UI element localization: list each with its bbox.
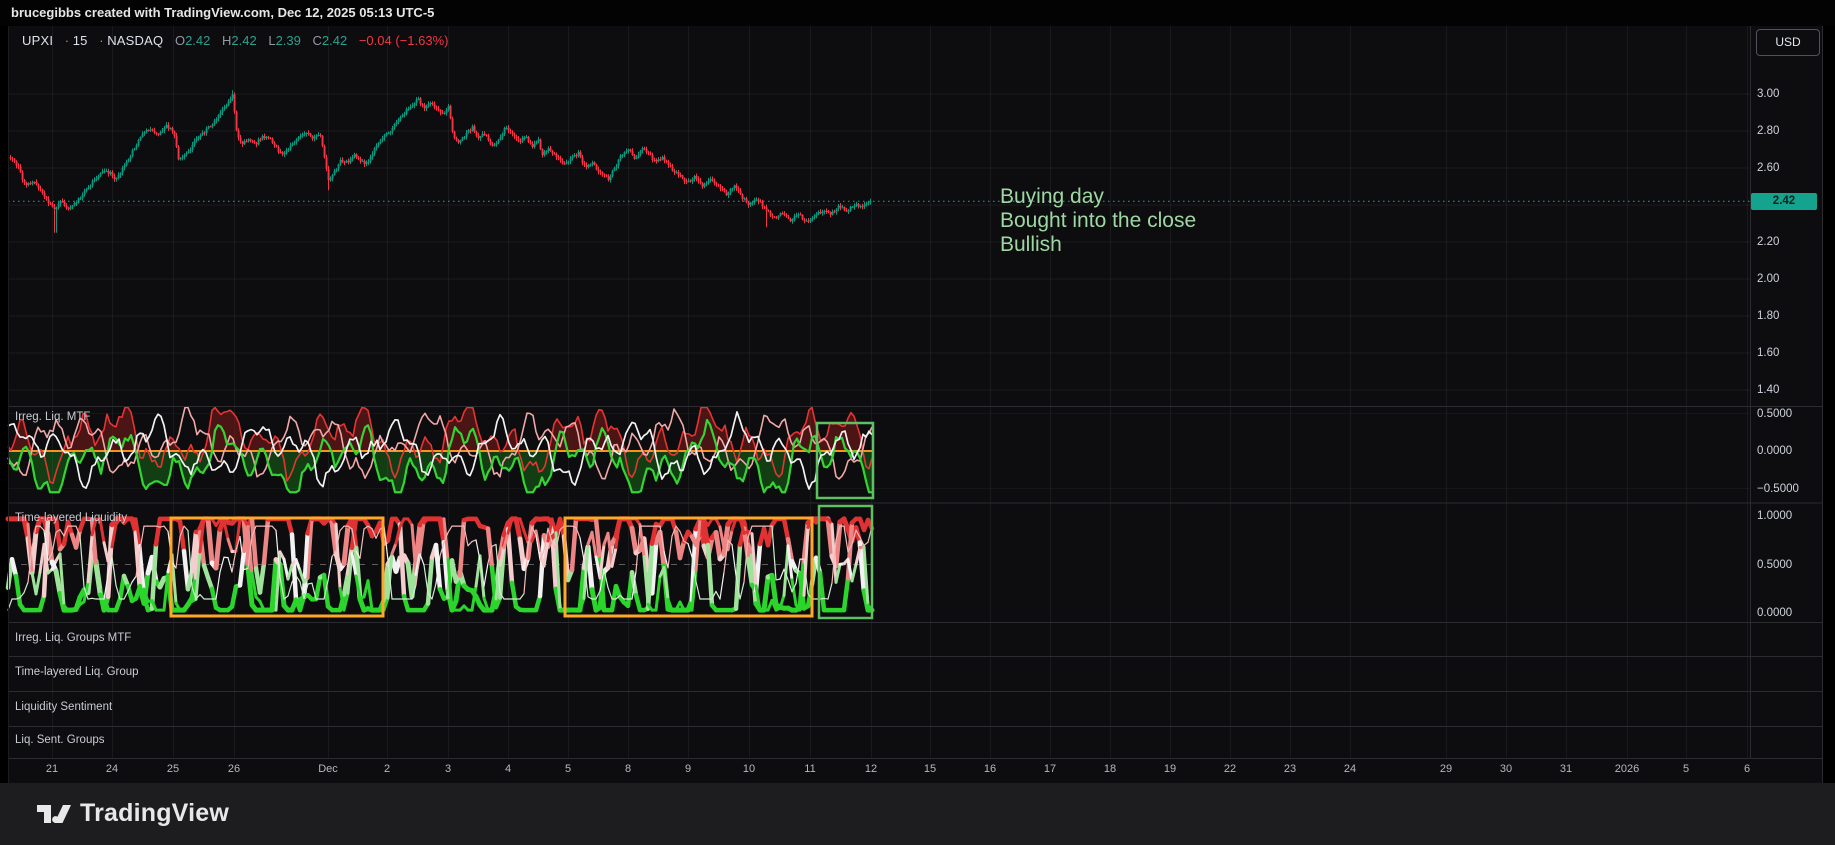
- pane-title-time-layered-liquidity[interactable]: Time-layered Liquidity: [15, 512, 128, 524]
- price-scale-label: 0.0000: [1757, 445, 1793, 457]
- time-axis-label: 26: [227, 763, 241, 775]
- price-scale-label: 0.0000: [1757, 607, 1793, 619]
- tradingview-logo-icon: [37, 804, 71, 823]
- time-axis-label: 4: [504, 763, 512, 775]
- time-axis-label: 10: [742, 763, 756, 775]
- price-scale-label: 1.60: [1757, 347, 1780, 359]
- high-label: H: [222, 33, 232, 48]
- close-value: 2.42: [321, 33, 348, 48]
- time-axis-label: 5: [1682, 763, 1690, 775]
- time-axis-label: 17: [1043, 763, 1057, 775]
- time-axis-label: 15: [923, 763, 937, 775]
- price-scale-label: 2.20: [1757, 236, 1780, 248]
- text-drawing-annotation[interactable]: Buying day Bought into the close Bullish: [1000, 185, 1196, 257]
- legend-separator: ·: [99, 33, 104, 48]
- open-label: O: [174, 33, 186, 48]
- tradingview-logo-text: TradingView: [80, 799, 230, 827]
- price-scale-label: 1.80: [1757, 310, 1780, 322]
- annotation-line: Bullish: [1000, 233, 1062, 256]
- time-axis-label: 23: [1283, 763, 1297, 775]
- pane-title-liq-sent-groups[interactable]: Liq. Sent. Groups: [15, 734, 105, 746]
- time-axis-label: 6: [1743, 763, 1751, 775]
- time-axis-label: 24: [1343, 763, 1357, 775]
- time-axis-label: 22: [1223, 763, 1237, 775]
- time-axis-label: 8: [624, 763, 632, 775]
- pane-title-time-layered-liq-group[interactable]: Time-layered Liq. Group: [15, 666, 139, 678]
- close-label: C: [312, 33, 322, 48]
- time-axis-label: 2: [383, 763, 391, 775]
- price-scale-label: 0.5000: [1757, 558, 1793, 571]
- symbol-exchange: NASDAQ: [107, 33, 164, 48]
- time-axis-label: 16: [983, 763, 997, 775]
- low-label: L: [268, 33, 276, 48]
- legend-separator: ·: [64, 33, 70, 48]
- symbol-legend[interactable]: UPXI · 15 · NASDAQ O2.42 H2.42 L2.39 C2.…: [22, 33, 448, 48]
- price-scale-label: 0.5000: [1757, 407, 1793, 420]
- time-axis-label: 25: [166, 763, 180, 775]
- pane-title-irreg-liq-groups-mtf[interactable]: Irreg. Liq. Groups MTF: [15, 632, 132, 644]
- low-value: 2.39: [275, 33, 301, 48]
- annotation-line: Buying day: [1000, 185, 1104, 208]
- time-axis-label: 30: [1499, 763, 1513, 775]
- symbol-interval[interactable]: 15: [72, 33, 88, 48]
- time-axis-label: 5: [564, 763, 572, 775]
- time-axis-label: 24: [105, 763, 119, 775]
- time-axis-label: 9: [684, 763, 692, 775]
- price-scale-label: 2.60: [1757, 162, 1780, 174]
- attribution-bar: brucegibbs created with TradingView.com,…: [0, 0, 1835, 26]
- change-value: −0.04 (−1.63%): [358, 33, 449, 48]
- high-value: 2.42: [231, 33, 257, 48]
- time-axis-label: 31: [1559, 763, 1573, 775]
- symbol-name[interactable]: UPXI: [22, 33, 54, 48]
- annotation-line: Bought into the close: [1000, 209, 1197, 232]
- time-axis-label: 19: [1163, 763, 1177, 775]
- pane-title-liquidity-sentiment[interactable]: Liquidity Sentiment: [15, 701, 113, 713]
- price-scale-label: 2.00: [1757, 273, 1780, 285]
- price-scale-label: −0.5000: [1757, 482, 1799, 495]
- time-axis-label: 3: [444, 763, 452, 775]
- tradingview-logo[interactable]: TradingView: [37, 799, 229, 828]
- time-axis-label: Dec: [318, 763, 338, 775]
- price-scale-label: 1.0000: [1757, 510, 1793, 522]
- price-scale-label: 2.80: [1757, 125, 1780, 137]
- price-scale-label: 1.40: [1757, 384, 1780, 396]
- price-scale-label: 3.00: [1757, 88, 1780, 100]
- last-price-badge: 2.42: [1751, 193, 1817, 210]
- currency-button[interactable]: USD: [1756, 29, 1820, 56]
- time-axis-label: 21: [45, 763, 59, 775]
- time-axis-label: 12: [864, 763, 878, 775]
- time-axis-label: 29: [1439, 763, 1453, 775]
- time-axis-label: 11: [804, 763, 816, 775]
- chart-widget[interactable]: [8, 26, 1822, 783]
- open-value: 2.42: [185, 33, 211, 48]
- time-axis-label: 18: [1103, 763, 1117, 775]
- pane-title-irreg-liq-mtf[interactable]: Irreg. Liq. MTF: [15, 411, 91, 423]
- time-axis-label: 2026: [1614, 763, 1640, 775]
- footer-bar: TradingView: [0, 783, 1835, 845]
